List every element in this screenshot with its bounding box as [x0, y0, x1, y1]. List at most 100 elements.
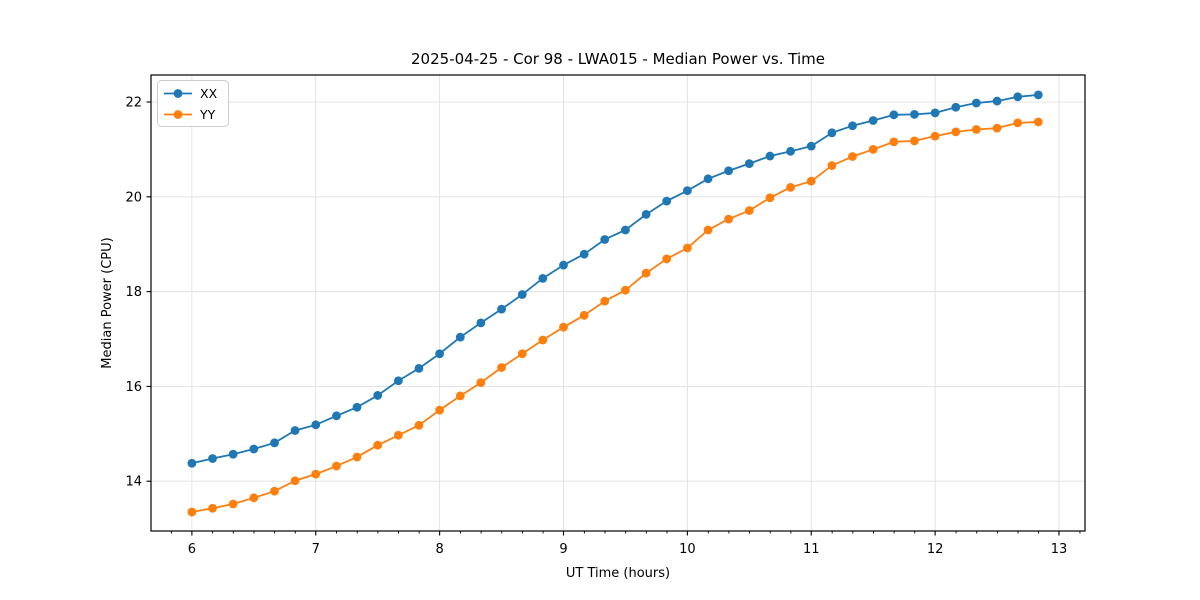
series-yy-point [786, 182, 795, 192]
series-yy-point [641, 268, 651, 278]
y-tick-label: 16 [125, 380, 142, 395]
series-yy-point [600, 296, 610, 306]
legend-marker-xx [173, 89, 183, 98]
series-xx-point [682, 186, 692, 196]
series-yy-point [311, 469, 321, 479]
series-yy-point [290, 476, 300, 486]
series-xx-point [476, 318, 486, 328]
series-xx-point [373, 391, 383, 400]
series-yy-point [889, 137, 899, 147]
grid-lines [151, 75, 1085, 531]
series-yy-point [951, 127, 961, 137]
series-xx-point [662, 196, 672, 206]
series-xx-point [517, 290, 527, 299]
y-tick-label: 14 [125, 475, 142, 490]
series-xx-point [538, 273, 548, 283]
series-xx-point [868, 116, 878, 125]
series-xx-point [249, 444, 259, 454]
series-yy-point [352, 452, 362, 462]
series-yy-point [517, 349, 527, 359]
series-yy-point [476, 378, 486, 388]
series-yy-point [373, 440, 383, 450]
y-tick-label: 18 [125, 285, 142, 300]
series-xx-point [290, 426, 300, 435]
plot-border [150, 74, 1086, 532]
x-tick-label: 9 [559, 542, 567, 557]
series-yy-point [662, 254, 672, 264]
series-yy-point [249, 493, 259, 503]
y-tick-label: 22 [125, 96, 142, 111]
series-xx-point [311, 420, 321, 430]
series-yy-point [497, 363, 506, 372]
chart-title: 2025-04-25 - Cor 98 - LWA015 - Median Po… [411, 50, 825, 68]
series-yy-point [992, 123, 1002, 133]
series-xx-point [641, 209, 651, 219]
series-xx-point [724, 166, 734, 176]
series-xx-point [559, 260, 568, 270]
x-tick-label: 11 [803, 542, 820, 557]
series-xx-point [332, 411, 341, 421]
series-yy-point [435, 405, 445, 415]
series-yy-point [538, 335, 548, 345]
series-xx-point [951, 102, 961, 112]
series-yy-point [724, 214, 734, 224]
x-tick-label: 6 [188, 542, 196, 557]
series-yy-point [868, 145, 878, 154]
series-xx-point [971, 98, 981, 108]
series-xx-point [1033, 90, 1043, 100]
y-axis-label: Median Power (CPU) [100, 237, 115, 368]
series-xx-point [270, 438, 279, 448]
series-yy-point [971, 125, 981, 134]
x-tick-label: 7 [312, 542, 320, 557]
series-xx-point [352, 402, 362, 412]
legend-marker-yy [173, 110, 183, 119]
axis-ticks: 6 7 8 9 10 11 12 13 14 16 18 20 22 [125, 96, 1081, 557]
series-yy-point [910, 136, 919, 146]
series-xx-point [208, 454, 217, 463]
series-xx-point [910, 109, 919, 119]
series-xx-point [848, 121, 857, 131]
series-yy-point [703, 225, 713, 235]
series-yy-point [208, 503, 217, 513]
series-xx-point [414, 364, 424, 373]
series-yy-point [270, 486, 279, 496]
legend-label-xx: XX [200, 86, 218, 101]
series-yy-point [1033, 117, 1043, 127]
x-tick-label: 12 [927, 542, 944, 557]
legend-item-xx: XX [164, 86, 218, 101]
series-yy-point [806, 176, 816, 186]
series-yy-point [228, 499, 238, 509]
series-xx-point [579, 249, 589, 259]
x-axis-label: UT Time (hours) [566, 566, 670, 581]
series-yy-point [682, 243, 692, 253]
series-xx-point [765, 151, 775, 161]
series-xx-line [191, 94, 1039, 465]
series-yy-point [1013, 118, 1023, 128]
legend-item-yy: YY [164, 107, 216, 122]
series-xx-point [1013, 92, 1023, 102]
series-yy-point [332, 461, 341, 471]
series-xx-point [435, 349, 445, 359]
series-yy-line [191, 121, 1039, 513]
series-xx-point [600, 235, 610, 244]
series-xx-point [228, 449, 238, 459]
series-xx-point [187, 458, 197, 468]
series-xx-point [744, 159, 754, 169]
series-xx-point [806, 141, 816, 151]
series-yy-point [827, 161, 837, 170]
x-tick-label: 13 [1051, 542, 1068, 557]
series-yy-point [930, 131, 940, 141]
series-yy-point [559, 322, 568, 332]
series-xx-point [497, 304, 506, 314]
series-xx-point [827, 128, 837, 138]
legend-box [157, 80, 229, 127]
series-layer [187, 90, 1043, 517]
series-yy-point [765, 193, 775, 203]
x-tick-label: 10 [679, 542, 696, 557]
series-yy-point [579, 310, 589, 320]
series-xx-point [703, 174, 713, 184]
x-tick-label: 8 [435, 542, 443, 557]
y-tick-label: 20 [125, 190, 142, 205]
